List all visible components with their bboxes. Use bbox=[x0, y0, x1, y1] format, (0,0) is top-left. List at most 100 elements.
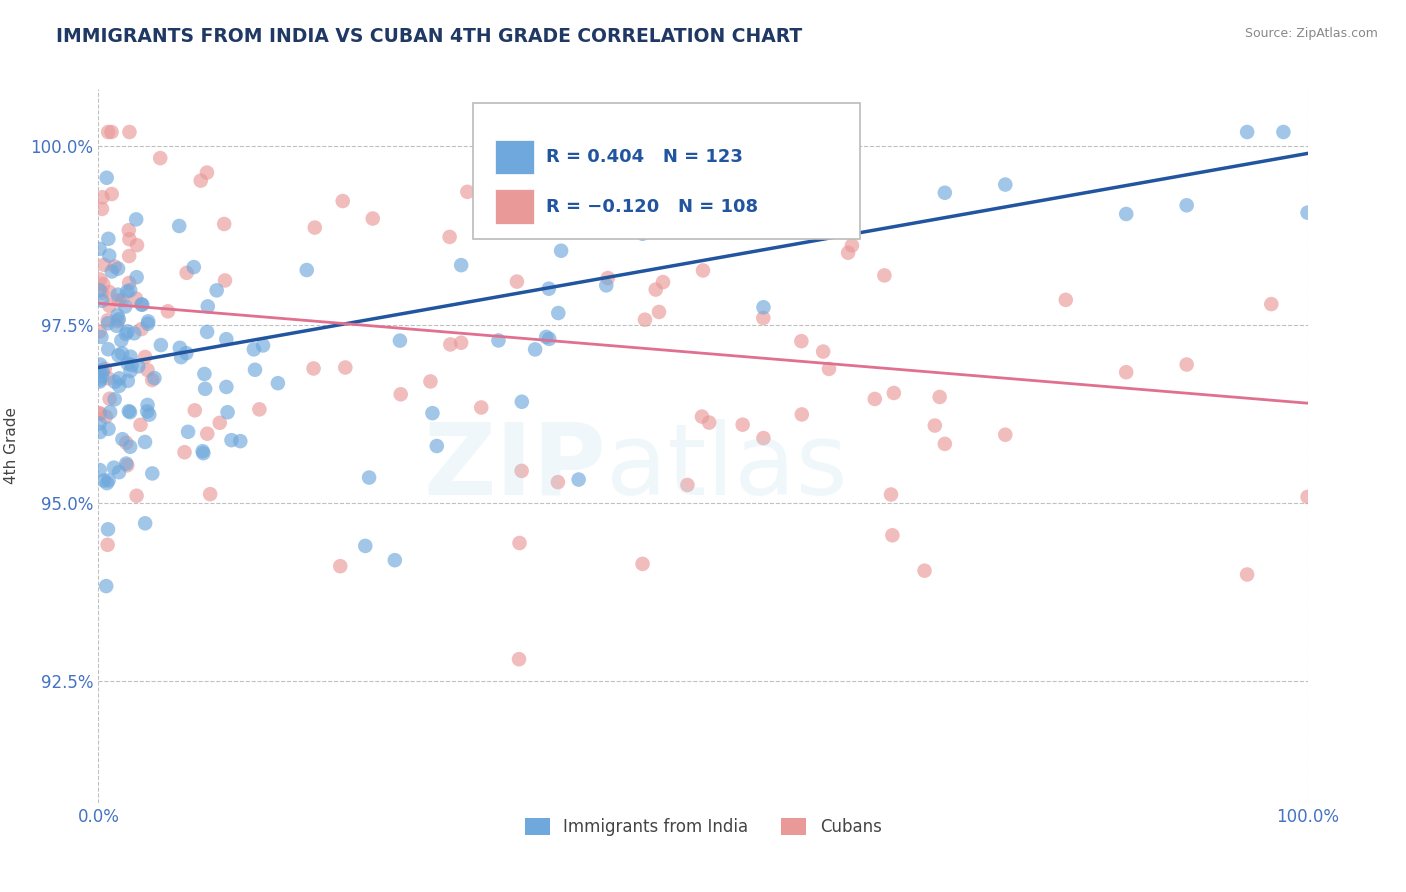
Text: R = 0.404   N = 123: R = 0.404 N = 123 bbox=[546, 148, 742, 166]
Point bbox=[631, 227, 654, 241]
Point bbox=[98, 285, 121, 299]
Text: R = −0.120   N = 108: R = −0.120 N = 108 bbox=[546, 198, 758, 216]
Point bbox=[89, 325, 111, 339]
Point bbox=[91, 369, 114, 384]
Point bbox=[1236, 125, 1258, 139]
Point bbox=[108, 371, 131, 385]
Point bbox=[97, 343, 120, 357]
FancyBboxPatch shape bbox=[495, 189, 534, 225]
Point bbox=[193, 446, 215, 460]
Point bbox=[177, 425, 200, 439]
Point bbox=[104, 375, 127, 389]
Point bbox=[107, 314, 129, 328]
Point bbox=[103, 460, 125, 475]
Point bbox=[136, 398, 159, 412]
Point bbox=[534, 330, 557, 344]
Point bbox=[91, 365, 114, 379]
Point bbox=[198, 487, 221, 501]
Point bbox=[117, 325, 139, 339]
Point bbox=[93, 258, 115, 272]
Point bbox=[89, 272, 111, 286]
Point bbox=[914, 564, 936, 578]
Point bbox=[388, 334, 411, 348]
Point bbox=[748, 212, 770, 227]
Point bbox=[924, 418, 946, 433]
Point bbox=[524, 343, 547, 357]
Point bbox=[195, 426, 218, 441]
Point bbox=[115, 457, 138, 471]
Point bbox=[89, 373, 111, 387]
Point bbox=[118, 223, 141, 237]
Point bbox=[125, 238, 148, 252]
Point bbox=[115, 458, 138, 473]
Point bbox=[811, 344, 834, 359]
Point bbox=[697, 416, 720, 430]
Point bbox=[111, 293, 134, 307]
Point bbox=[994, 178, 1017, 192]
Point bbox=[118, 405, 141, 419]
Point bbox=[389, 387, 412, 401]
Point bbox=[883, 386, 905, 401]
Point bbox=[101, 264, 124, 278]
Point bbox=[354, 539, 377, 553]
Point bbox=[644, 283, 666, 297]
Point bbox=[214, 273, 236, 287]
Point bbox=[790, 334, 813, 348]
Point bbox=[118, 404, 141, 418]
Point bbox=[422, 406, 444, 420]
Point bbox=[97, 371, 120, 385]
Point bbox=[104, 392, 127, 407]
Point bbox=[450, 335, 472, 350]
Point bbox=[510, 464, 533, 478]
Point bbox=[90, 330, 112, 344]
Point bbox=[138, 408, 160, 422]
Point bbox=[107, 293, 129, 308]
Point bbox=[141, 467, 163, 481]
Point bbox=[994, 427, 1017, 442]
Point bbox=[1175, 358, 1198, 372]
Point bbox=[108, 465, 131, 479]
Point bbox=[1054, 293, 1077, 307]
Point bbox=[173, 445, 195, 459]
Point bbox=[190, 174, 212, 188]
Point bbox=[267, 376, 290, 391]
Point bbox=[125, 489, 148, 503]
Point bbox=[100, 187, 122, 202]
Point bbox=[537, 282, 560, 296]
Point bbox=[97, 474, 120, 488]
Point bbox=[215, 380, 238, 394]
Point bbox=[690, 409, 713, 424]
Point bbox=[880, 487, 903, 501]
Point bbox=[243, 343, 266, 357]
Point bbox=[176, 266, 198, 280]
Point bbox=[125, 292, 148, 306]
Point bbox=[174, 346, 197, 360]
Point bbox=[143, 371, 166, 385]
Point bbox=[752, 300, 775, 314]
Point bbox=[97, 313, 120, 327]
Point bbox=[456, 185, 478, 199]
Point bbox=[806, 194, 828, 209]
Text: IMMIGRANTS FROM INDIA VS CUBAN 4TH GRADE CORRELATION CHART: IMMIGRANTS FROM INDIA VS CUBAN 4TH GRADE… bbox=[56, 27, 803, 45]
Point bbox=[195, 325, 218, 339]
Point bbox=[120, 440, 142, 454]
Point bbox=[118, 249, 141, 263]
Point bbox=[134, 434, 156, 449]
Point bbox=[120, 364, 142, 378]
Point bbox=[538, 332, 561, 346]
Point bbox=[252, 338, 274, 352]
Point bbox=[89, 358, 111, 372]
Point bbox=[136, 363, 159, 377]
Point bbox=[107, 348, 129, 362]
Point bbox=[470, 401, 492, 415]
Point bbox=[818, 362, 841, 376]
Point bbox=[118, 125, 141, 139]
Point bbox=[508, 652, 530, 666]
Point bbox=[97, 422, 120, 436]
Point bbox=[731, 417, 754, 432]
Point bbox=[197, 299, 219, 313]
Point bbox=[105, 318, 128, 333]
Point bbox=[125, 270, 148, 285]
FancyBboxPatch shape bbox=[474, 103, 860, 239]
Point bbox=[221, 433, 243, 447]
